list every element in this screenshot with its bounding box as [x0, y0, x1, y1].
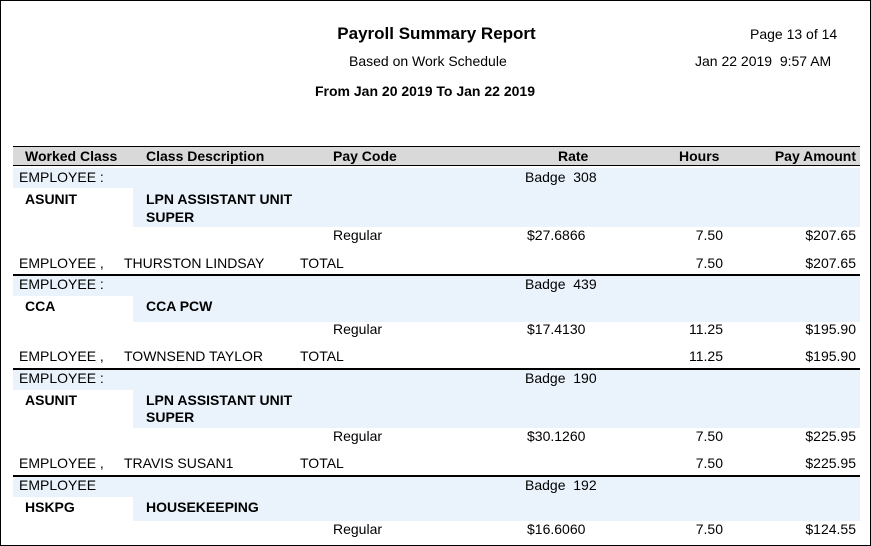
pay-amount: $225.95 [805, 428, 856, 444]
report-subtitle: Based on Work Schedule [349, 53, 507, 69]
badge-number: Badge 190 [525, 370, 597, 386]
group-divider [13, 368, 860, 370]
col-worked-class: Worked Class [25, 148, 118, 164]
total-label: TOTAL [300, 455, 344, 471]
badge-number: Badge 439 [525, 276, 597, 292]
worked-class: ASUNIT [25, 392, 78, 408]
pay-code: Regular [333, 321, 383, 337]
pay-code: Regular [333, 428, 383, 444]
col-hours: Hours [679, 148, 720, 164]
hours: 7.50 [695, 227, 723, 243]
employee-label: EMPLOYEE : [19, 276, 104, 292]
employee-name: THURSTON LINDSAY [124, 255, 265, 271]
employee-name: TRAVIS SUSAN1 [124, 455, 234, 471]
col-class-description: Class Description [146, 148, 265, 164]
total-hours: 7.50 [695, 255, 723, 271]
total-hours: 11.25 [689, 348, 723, 364]
employee-label: EMPLOYEE : [19, 169, 104, 185]
rate: $27.6866 [527, 227, 586, 243]
class-description: HOUSEKEEPING [146, 499, 259, 515]
employee-band [13, 168, 860, 227]
employee-band [13, 477, 860, 521]
total-pay-amount: $225.95 [805, 455, 856, 471]
total-label: TOTAL [300, 255, 344, 271]
rate: $30.1260 [527, 428, 586, 444]
total-employee-label: EMPLOYEE , [19, 455, 104, 471]
class-description-cont: SUPER [146, 209, 195, 225]
total-label: TOTAL [300, 348, 344, 364]
rate: $16.6060 [527, 521, 586, 537]
total-employee-label: EMPLOYEE , [19, 348, 104, 364]
employee-label: EMPLOYEE [19, 477, 97, 493]
total-employee-label: EMPLOYEE , [19, 255, 104, 271]
pay-amount: $124.55 [805, 521, 856, 537]
employee-label: EMPLOYEE : [19, 370, 104, 386]
worked-class: HSKPG [25, 499, 75, 515]
class-description: LPN ASSISTANT UNIT [146, 392, 293, 408]
pay-code: Regular [333, 521, 383, 537]
employee-name: TOWNSEND TAYLOR [124, 348, 263, 364]
report-date-range: From Jan 20 2019 To Jan 22 2019 [315, 83, 535, 99]
hours: 7.50 [695, 521, 723, 537]
employee-band [13, 276, 860, 322]
class-description-cont: SUPER [146, 409, 195, 425]
employee-band [13, 370, 860, 428]
col-pay-amount: Pay Amount [774, 148, 856, 164]
rate: $17.4130 [527, 321, 586, 337]
badge-number: Badge 192 [525, 477, 597, 493]
badge-number: Badge 308 [525, 169, 597, 185]
page-number: Page 13 of 14 [750, 26, 838, 42]
total-pay-amount: $195.90 [805, 348, 856, 364]
col-rate: Rate [558, 148, 589, 164]
total-hours: 7.50 [695, 455, 723, 471]
pay-amount: $207.65 [805, 227, 856, 243]
report-title: Payroll Summary Report [337, 24, 536, 43]
column-header-row: Worked Class Class Description Pay Code … [13, 146, 860, 166]
worked-class: CCA [25, 298, 56, 314]
total-pay-amount: $207.65 [805, 255, 856, 271]
class-description: CCA PCW [146, 298, 213, 314]
hours: 7.50 [695, 428, 723, 444]
pay-code: Regular [333, 227, 383, 243]
col-pay-code: Pay Code [333, 148, 397, 164]
run-timestamp: Jan 22 2019 9:57 AM [695, 53, 832, 69]
worked-class: ASUNIT [25, 191, 78, 207]
group-divider [13, 475, 860, 477]
class-description: LPN ASSISTANT UNIT [146, 191, 293, 207]
pay-amount: $195.90 [805, 321, 856, 337]
group-divider [13, 274, 860, 276]
hours: 11.25 [689, 321, 723, 337]
